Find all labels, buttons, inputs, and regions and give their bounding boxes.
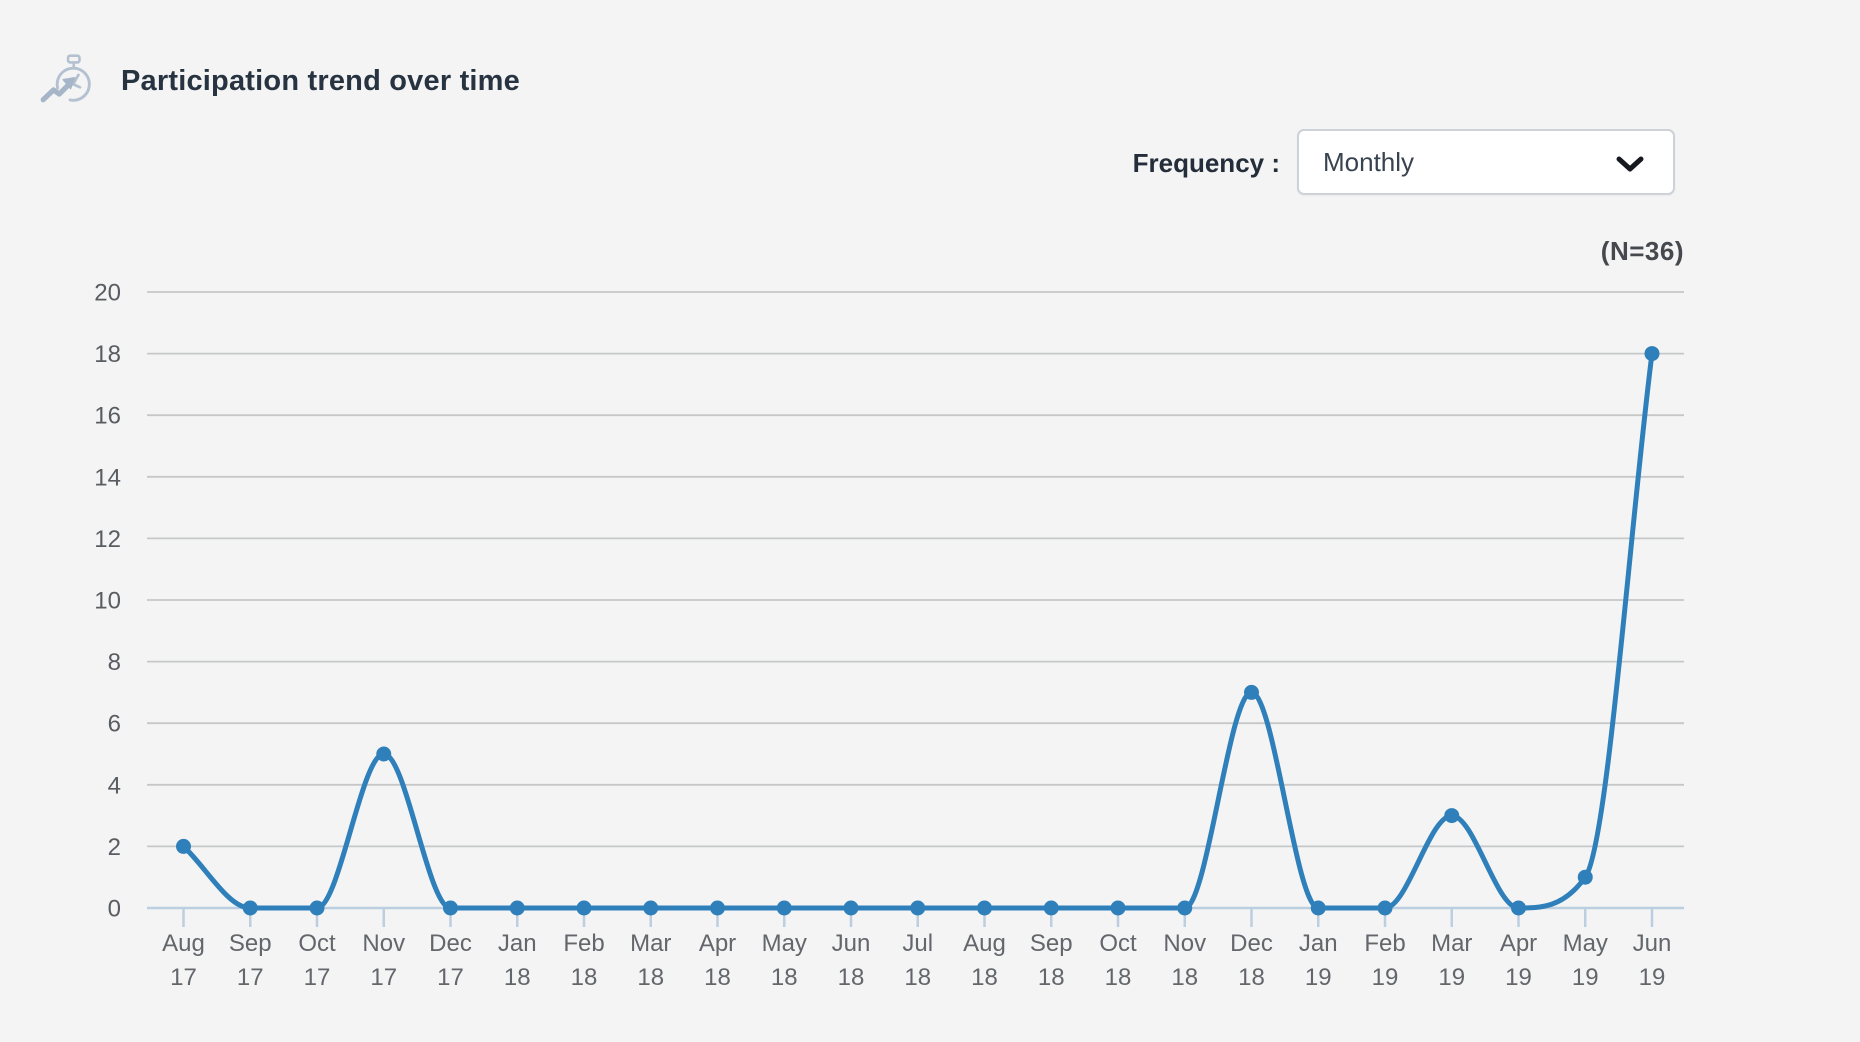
frequency-select[interactable]: Monthly — [1297, 129, 1675, 195]
x-tick-label-year: 17 — [304, 964, 331, 991]
chevron-down-icon — [1616, 156, 1644, 172]
x-tick-label-month: May — [1563, 930, 1608, 957]
x-tick-label-year: 17 — [370, 964, 397, 991]
x-tick-label-year: 19 — [1305, 964, 1332, 991]
data-point[interactable] — [776, 900, 792, 916]
data-point[interactable] — [643, 900, 659, 916]
data-point[interactable] — [176, 838, 191, 854]
x-tick-label-month: Jun — [832, 930, 871, 957]
y-tick-label: 12 — [94, 526, 121, 553]
x-tick-label-month: Apr — [1500, 930, 1537, 957]
data-point[interactable] — [1444, 808, 1460, 824]
x-tick-label-month: Apr — [699, 930, 736, 957]
x-tick-label-month: Aug — [162, 930, 205, 957]
x-tick-label-month: Sep — [1030, 930, 1073, 957]
x-tick-label-month: Dec — [429, 930, 472, 957]
x-tick-label-year: 18 — [504, 964, 531, 991]
data-point[interactable] — [576, 900, 592, 916]
x-tick-label-year: 19 — [1572, 964, 1599, 991]
stopwatch-trend-icon — [40, 54, 91, 103]
y-tick-label: 20 — [94, 280, 121, 307]
x-tick-label-month: Mar — [630, 930, 671, 957]
x-tick-label-month: Jan — [1299, 930, 1338, 957]
data-point[interactable] — [443, 900, 458, 916]
x-tick-label-month: Feb — [1364, 930, 1405, 957]
data-point[interactable] — [1244, 684, 1259, 700]
frequency-label: Frequency : — [1132, 148, 1280, 178]
y-tick-label: 2 — [108, 834, 121, 861]
data-point[interactable] — [910, 900, 926, 916]
data-point[interactable] — [843, 900, 859, 916]
y-tick-label: 6 — [108, 711, 121, 738]
x-tick-label-year: 18 — [1105, 964, 1132, 991]
x-tick-label-month: Jun — [1633, 930, 1672, 957]
x-tick-label-year: 18 — [637, 964, 664, 991]
x-tick-label-month: Jul — [902, 930, 933, 957]
x-tick-label-month: Sep — [229, 930, 272, 957]
x-tick-label-month: May — [762, 930, 807, 957]
y-tick-label: 14 — [94, 464, 121, 491]
x-tick-label-year: 19 — [1372, 964, 1399, 991]
x-tick-label-year: 19 — [1639, 964, 1666, 991]
x-axis-labels: Aug 17 Sep 17 Oct 17 Nov 17 Dec 17 Jan 18 Feb 18 Mar 18… — [162, 930, 1671, 991]
x-tick-label-month: Jan — [498, 930, 537, 957]
data-point[interactable] — [1310, 900, 1326, 916]
y-tick-label: 18 — [94, 341, 121, 368]
data-point[interactable] — [977, 900, 992, 916]
x-tick-label-year: 18 — [904, 964, 931, 991]
x-tick-label-year: 19 — [1505, 964, 1532, 991]
y-gridlines — [147, 291, 1684, 848]
data-point[interactable] — [309, 900, 325, 916]
data-point[interactable] — [376, 746, 392, 762]
data-point[interactable] — [1377, 900, 1393, 916]
x-tick-label-year: 17 — [437, 964, 464, 991]
sample-size-label: (N=36) — [1600, 236, 1684, 266]
y-tick-label: 4 — [108, 772, 121, 799]
data-point[interactable] — [1577, 869, 1593, 885]
x-tick-label-month: Oct — [298, 930, 336, 957]
data-point[interactable] — [1043, 900, 1059, 916]
x-tick-label-year: 18 — [704, 964, 731, 991]
y-tick-label: 10 — [94, 588, 121, 615]
data-point[interactable] — [1644, 346, 1660, 362]
x-tick-label-year: 17 — [170, 964, 197, 991]
x-tick-label-month: Oct — [1099, 930, 1137, 957]
x-tick-label-month: Nov — [1163, 930, 1206, 957]
data-point[interactable] — [710, 900, 725, 916]
x-tick-label-year: 18 — [771, 964, 798, 991]
x-tick-label-year: 18 — [1171, 964, 1198, 991]
x-tick-label-year: 18 — [1038, 964, 1065, 991]
x-tick-label-year: 17 — [237, 964, 264, 991]
x-tick-label-month: Aug — [963, 930, 1006, 957]
data-points — [176, 346, 1660, 916]
y-tick-label: 8 — [108, 649, 121, 676]
x-tick-label-year: 19 — [1438, 964, 1465, 991]
x-tick-label-month: Mar — [1431, 930, 1472, 957]
y-tick-label: 16 — [94, 403, 121, 430]
frequency-selected-value: Monthly — [1323, 146, 1415, 177]
y-axis-labels: 0 2 4 6 8 10 12 14 16 18 20 — [94, 280, 121, 923]
x-tick-label-month: Nov — [362, 930, 405, 957]
x-tick-label-month: Feb — [563, 930, 604, 957]
data-point[interactable] — [509, 900, 525, 916]
x-tick-label-year: 18 — [571, 964, 598, 991]
y-tick-label: 0 — [108, 896, 121, 923]
data-point[interactable] — [1511, 900, 1526, 916]
data-point[interactable] — [1110, 900, 1126, 916]
x-tick-label-year: 18 — [971, 964, 998, 991]
x-tick-label-year: 18 — [838, 964, 865, 991]
x-tick-label-month: Dec — [1230, 930, 1273, 957]
x-tick-label-year: 18 — [1238, 964, 1265, 991]
data-point[interactable] — [242, 900, 258, 916]
trend-line — [181, 351, 1655, 911]
data-point[interactable] — [1177, 900, 1193, 916]
page-title: Participation trend over time — [121, 65, 520, 97]
